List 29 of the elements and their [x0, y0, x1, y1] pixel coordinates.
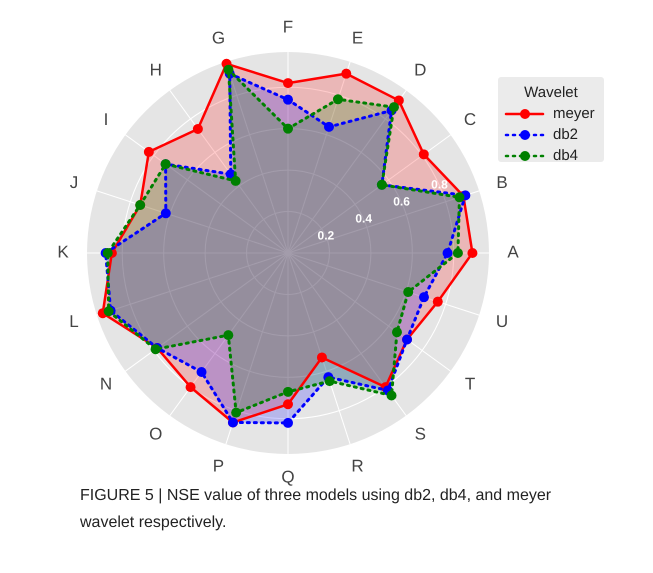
y-tick-label: 0.2	[318, 228, 335, 242]
y-tick-label: 0.6	[393, 194, 410, 209]
legend-label: meyer	[553, 104, 595, 122]
spoke-label: A	[507, 242, 520, 262]
spoke-label: E	[352, 28, 364, 48]
spoke-label: R	[351, 456, 364, 476]
spoke-label: L	[69, 312, 79, 332]
legend-label: db2	[553, 126, 578, 143]
spoke-label: B	[496, 172, 508, 192]
spoke-label: Q	[281, 467, 295, 486]
y-tick-label: 0.4	[355, 211, 372, 226]
spoke-label: I	[104, 110, 108, 130]
spoke-label: J	[70, 172, 78, 192]
spoke-label: K	[57, 242, 70, 262]
spoke-label: P	[212, 456, 224, 476]
spoke-label: H	[150, 60, 162, 80]
spoke-label: F	[282, 17, 294, 36]
spoke-label: G	[212, 28, 226, 48]
spoke-label: S	[414, 424, 426, 444]
spoke-label: O	[149, 424, 162, 444]
legend-title: Wavelet	[524, 84, 579, 101]
spoke-label: C	[464, 110, 476, 130]
spoke-label: D	[414, 60, 426, 80]
caption: FIGURE 5 | NSE value of three models using db2, db4, and meyer wavelet respectively.	[79, 487, 552, 531]
spoke-label: N	[100, 374, 112, 394]
spoke-label: U	[496, 312, 508, 332]
spoke-label: T	[464, 374, 476, 394]
legend-label: db4	[553, 146, 578, 164]
y-tick-label: 0.8	[431, 178, 448, 192]
